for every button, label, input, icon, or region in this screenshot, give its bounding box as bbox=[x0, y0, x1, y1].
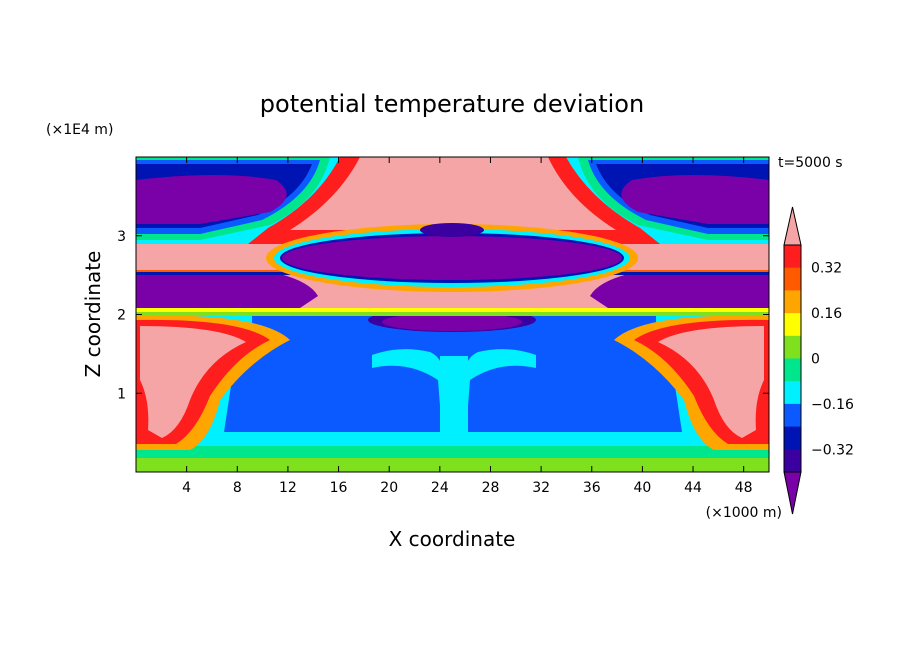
x-tick-label: 16 bbox=[330, 480, 348, 496]
x-tick-label: 8 bbox=[233, 480, 242, 496]
colorbar-tick-label: 0.32 bbox=[811, 261, 842, 277]
colorbar-tick-label: −0.32 bbox=[811, 442, 854, 458]
y-axis-ticks: 1 2 3 bbox=[117, 229, 769, 402]
x-axis-ticks: 4 8 12 16 20 24 28 32 36 40 44 48 bbox=[182, 157, 753, 496]
dark-edge bbox=[602, 272, 769, 275]
x-tick-label: 40 bbox=[633, 480, 651, 496]
x-tick-label: 24 bbox=[431, 480, 449, 496]
x-tick-label: 4 bbox=[182, 480, 191, 496]
colorbar: 0.32 0.16 0 −0.16 −0.32 bbox=[783, 206, 854, 515]
colorbar-segment bbox=[784, 267, 801, 291]
colorbar-segment bbox=[784, 403, 801, 428]
colorbar-segment bbox=[784, 290, 801, 314]
x-tick-label: 28 bbox=[482, 480, 500, 496]
y-unit-label: (×1E4 m) bbox=[46, 122, 113, 138]
top-left-purple bbox=[136, 175, 287, 224]
colorbar-segment bbox=[784, 245, 801, 269]
colorbar-segment bbox=[784, 426, 801, 450]
x-tick-label: 32 bbox=[532, 480, 550, 496]
colorbar-segment bbox=[784, 358, 801, 382]
lower-left-pink-lobe bbox=[140, 326, 246, 438]
upper-purple-ellipse bbox=[282, 236, 622, 280]
colorbar-tick-label: 0.16 bbox=[811, 306, 842, 322]
y-tick-label: 3 bbox=[117, 229, 126, 245]
colorbar-segment bbox=[784, 313, 801, 337]
top-right-purple bbox=[621, 175, 769, 224]
seam-green bbox=[136, 312, 769, 316]
heatmap-field bbox=[136, 157, 769, 472]
x-tick-label: 12 bbox=[279, 480, 297, 496]
colorbar-tick-label: 0 bbox=[811, 352, 820, 368]
colorbar-top-arrow bbox=[783, 206, 802, 246]
y-tick-label: 2 bbox=[117, 308, 126, 324]
colorbar-tick-label: −0.16 bbox=[811, 397, 854, 413]
y-axis-label: Z coordinate bbox=[81, 251, 105, 378]
seam-yellow bbox=[136, 308, 769, 312]
lower-right-pink-lobe bbox=[658, 326, 764, 438]
x-axis-label: X coordinate bbox=[389, 527, 516, 551]
mid-purple-dome bbox=[382, 313, 522, 331]
x-tick-label: 36 bbox=[583, 480, 601, 496]
y-tick-label: 1 bbox=[117, 386, 126, 402]
time-label: t=5000 s bbox=[778, 155, 843, 171]
colorbar-segment bbox=[784, 449, 801, 473]
x-tick-label: 48 bbox=[735, 480, 753, 496]
bottom-lightgreen-band bbox=[136, 458, 769, 472]
left-mid-purple-band bbox=[136, 274, 318, 308]
right-mid-purple-band bbox=[590, 274, 769, 308]
x-tick-label: 44 bbox=[684, 480, 702, 496]
colorbar-segment bbox=[784, 381, 801, 405]
dark-edge bbox=[136, 272, 306, 275]
x-tick-label: 20 bbox=[380, 480, 398, 496]
upper-dark-spot bbox=[420, 223, 484, 237]
cyan-stem bbox=[372, 349, 536, 432]
colorbar-segment bbox=[784, 335, 801, 359]
chart-title: potential temperature deviation bbox=[260, 90, 644, 118]
colorbar-bottom-arrow bbox=[783, 471, 802, 515]
x-unit-label: (×1000 m) bbox=[706, 505, 782, 521]
top-pink-plume bbox=[290, 157, 616, 230]
colorbar-frame bbox=[783, 244, 802, 473]
